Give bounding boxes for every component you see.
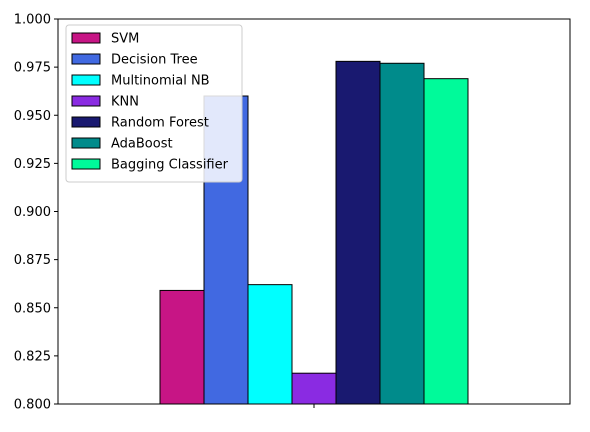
bar-bagging-classifier [423,78,469,405]
y-tick-label: 0.825 [14,349,51,364]
y-tick-label: 0.975 [14,61,51,76]
legend-swatch-decision-tree [71,53,101,65]
legend-swatch-multinomial-nb [71,74,101,86]
bar-adaboost [379,62,425,405]
bar-multinomial-nb [247,284,293,405]
legend-label-random-forest: Random Forest [111,116,209,131]
legend-box [65,24,243,183]
legend-swatch-svm [71,32,101,44]
y-tick-label: 0.800 [14,398,51,413]
plot-frame [57,18,571,405]
legend-label-knn: KNN [111,95,139,110]
bars-group [159,60,469,405]
bar-random-forest [335,60,381,405]
legend: SVM Decision Tree Multinomial NB KNN Random … [65,24,243,183]
legend-swatch-random-forest [71,116,101,128]
legend-label-svm: SVM [111,32,139,47]
legend-swatch-knn [71,95,101,107]
bar-knn [291,372,337,405]
legend-label-bagging-classifier: Bagging Classifier [111,158,229,173]
legend-label-adaboost: AdaBoost [111,137,173,152]
y-tick-label: 0.900 [14,205,51,220]
y-tick-label: 0.950 [14,109,51,124]
y-tick-label: 0.875 [14,253,51,268]
y-tick-label: 0.925 [14,157,51,172]
legend-label-decision-tree: Decision Tree [111,53,198,68]
bar-svm [159,289,205,405]
y-tick-label: 0.850 [14,301,51,316]
legend-swatch-bagging-classifier [71,158,101,170]
y-axis: 0.800 0.825 0.850 0.875 0.900 0.925 0.950 0.975… [14,13,58,413]
legend-swatch-adaboost [71,137,101,149]
y-tick-label: 1.000 [14,13,51,28]
legend-label-multinomial-nb: Multinomial NB [111,74,210,89]
